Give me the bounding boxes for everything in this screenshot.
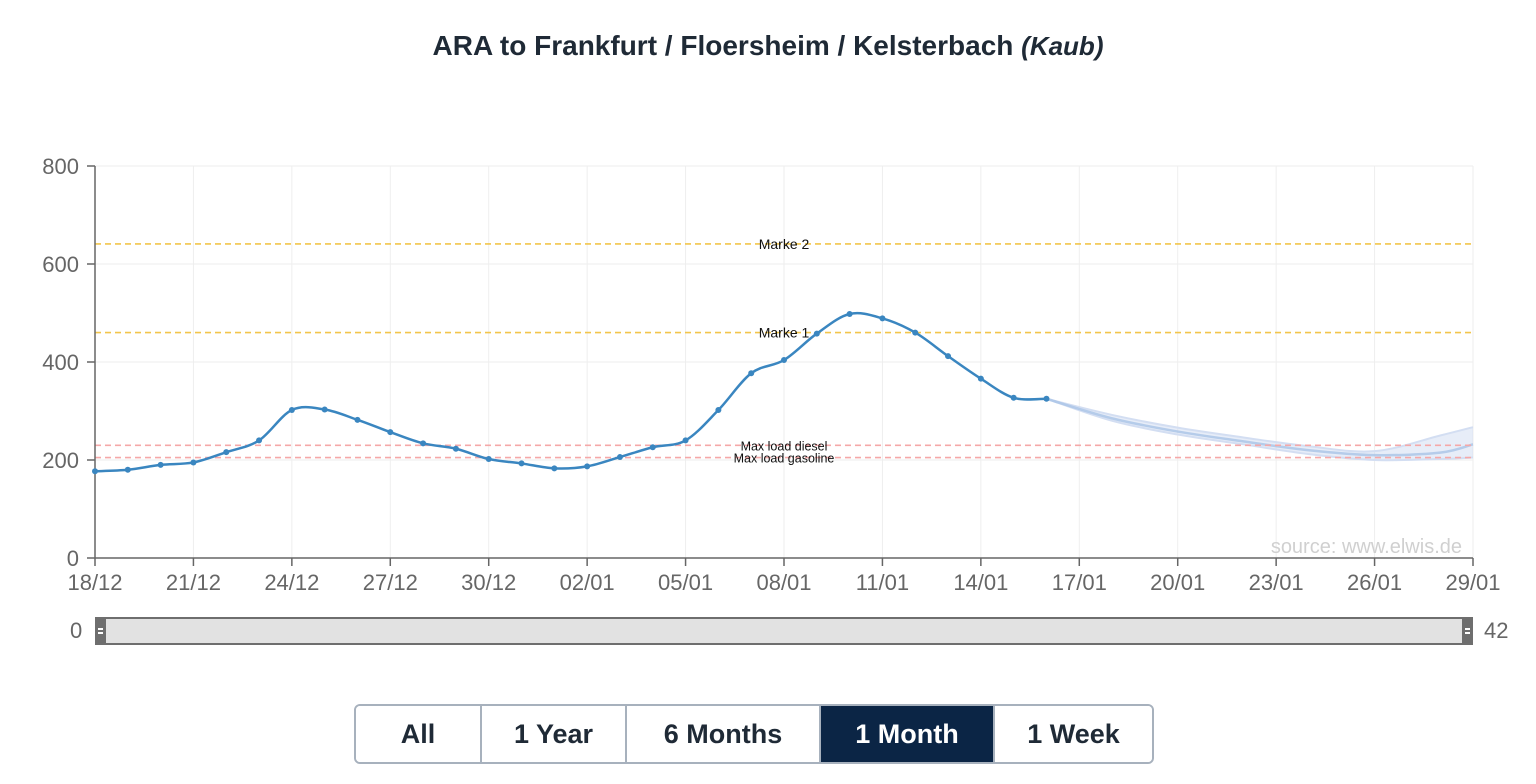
- x-tick-label: 26/01: [1347, 570, 1402, 595]
- y-tick-label: 400: [42, 350, 79, 375]
- one-year-button[interactable]: 1 Year: [482, 706, 627, 762]
- data-point: [715, 407, 722, 414]
- forecast-uncertainty-band: [1046, 398, 1473, 460]
- x-tick-label: 27/12: [363, 570, 418, 595]
- data-point: [485, 456, 492, 463]
- x-tick-label: 30/12: [461, 570, 516, 595]
- range-handle-left[interactable]: [95, 617, 106, 645]
- data-point: [190, 459, 197, 466]
- time-range-buttons: All 1 Year 6 Months 1 Month 1 Week: [354, 704, 1154, 764]
- range-max-label: 42: [1484, 618, 1509, 643]
- axes: 0 200 400 600 800 18/12 21/12 24/12 27/12 30/12 02…: [42, 154, 1500, 595]
- data-point: [354, 416, 361, 423]
- data-point: [92, 468, 98, 475]
- data-point: [945, 353, 952, 360]
- data-point: [420, 440, 427, 447]
- one-week-button[interactable]: 1 Week: [995, 706, 1152, 762]
- forecast-line: [1046, 397, 1474, 457]
- data-point: [551, 465, 558, 472]
- data-point: [1043, 395, 1050, 402]
- range-min-label: 0: [70, 618, 83, 643]
- reference-line-label: Marke 1: [759, 325, 810, 341]
- x-tick-label: 24/12: [264, 570, 319, 595]
- data-point: [288, 407, 295, 414]
- all-button[interactable]: All: [356, 706, 482, 762]
- x-tick-label: 29/01: [1445, 570, 1500, 595]
- data-point: [912, 329, 919, 336]
- one-month-button[interactable]: 1 Month: [821, 706, 995, 762]
- water-level-line: [94, 311, 1047, 473]
- data-point: [649, 444, 656, 451]
- x-tick-label: 11/01: [856, 570, 909, 595]
- data-point: [157, 461, 164, 468]
- forecast-upper-line: [1046, 397, 1474, 453]
- data-point: [452, 445, 459, 452]
- x-tick-label: 21/12: [166, 570, 221, 595]
- data-point: [256, 437, 263, 444]
- data-point: [387, 429, 394, 436]
- data-point: [748, 370, 755, 377]
- chart-title-main: ARA to Frankfurt / Floersheim / Kelsterb…: [432, 30, 1014, 61]
- reference-line-label: Max load gasoline: [734, 452, 835, 466]
- data-point: [846, 310, 853, 317]
- range-slider[interactable]: [95, 617, 1473, 645]
- data-point: [584, 463, 591, 470]
- x-tick-label: 05/01: [658, 570, 713, 595]
- data-point: [518, 460, 525, 467]
- x-tick-label: 20/01: [1150, 570, 1205, 595]
- forecast-lower-line: [1046, 397, 1474, 462]
- y-tick-label: 800: [42, 154, 79, 179]
- source-label: source: www.elwis.de: [1271, 536, 1462, 558]
- forecast-band: [1046, 397, 1474, 462]
- reference-line-label: Marke 2: [759, 236, 810, 252]
- series: [92, 310, 1050, 475]
- x-tick-label: 23/01: [1249, 570, 1304, 595]
- range-slider-track[interactable]: [95, 617, 1473, 645]
- data-point: [321, 406, 328, 413]
- reference-line-label: Max load diesel: [741, 439, 828, 453]
- y-tick-label: 200: [42, 448, 79, 473]
- x-tick-label: 18/12: [67, 570, 122, 595]
- chart-title: ARA to Frankfurt / Floersheim / Kelsterb…: [0, 30, 1536, 62]
- data-point: [813, 330, 820, 337]
- x-tick-label: 08/01: [756, 570, 811, 595]
- range-handle-right[interactable]: [1462, 617, 1473, 645]
- x-tick-label: 02/01: [560, 570, 615, 595]
- data-point: [223, 449, 230, 456]
- data-point: [616, 454, 623, 461]
- data-point: [977, 375, 984, 382]
- data-point: [124, 466, 131, 473]
- data-point: [682, 437, 689, 444]
- chart-title-sub: (Kaub): [1021, 31, 1104, 61]
- data-point: [1010, 394, 1017, 401]
- x-tick-label: 17/01: [1052, 570, 1107, 595]
- data-point: [879, 315, 886, 322]
- y-tick-label: 0: [67, 546, 79, 571]
- y-tick-label: 600: [42, 252, 79, 277]
- x-tick-label: 14/01: [953, 570, 1008, 595]
- six-months-button[interactable]: 6 Months: [627, 706, 821, 762]
- data-point: [781, 357, 787, 364]
